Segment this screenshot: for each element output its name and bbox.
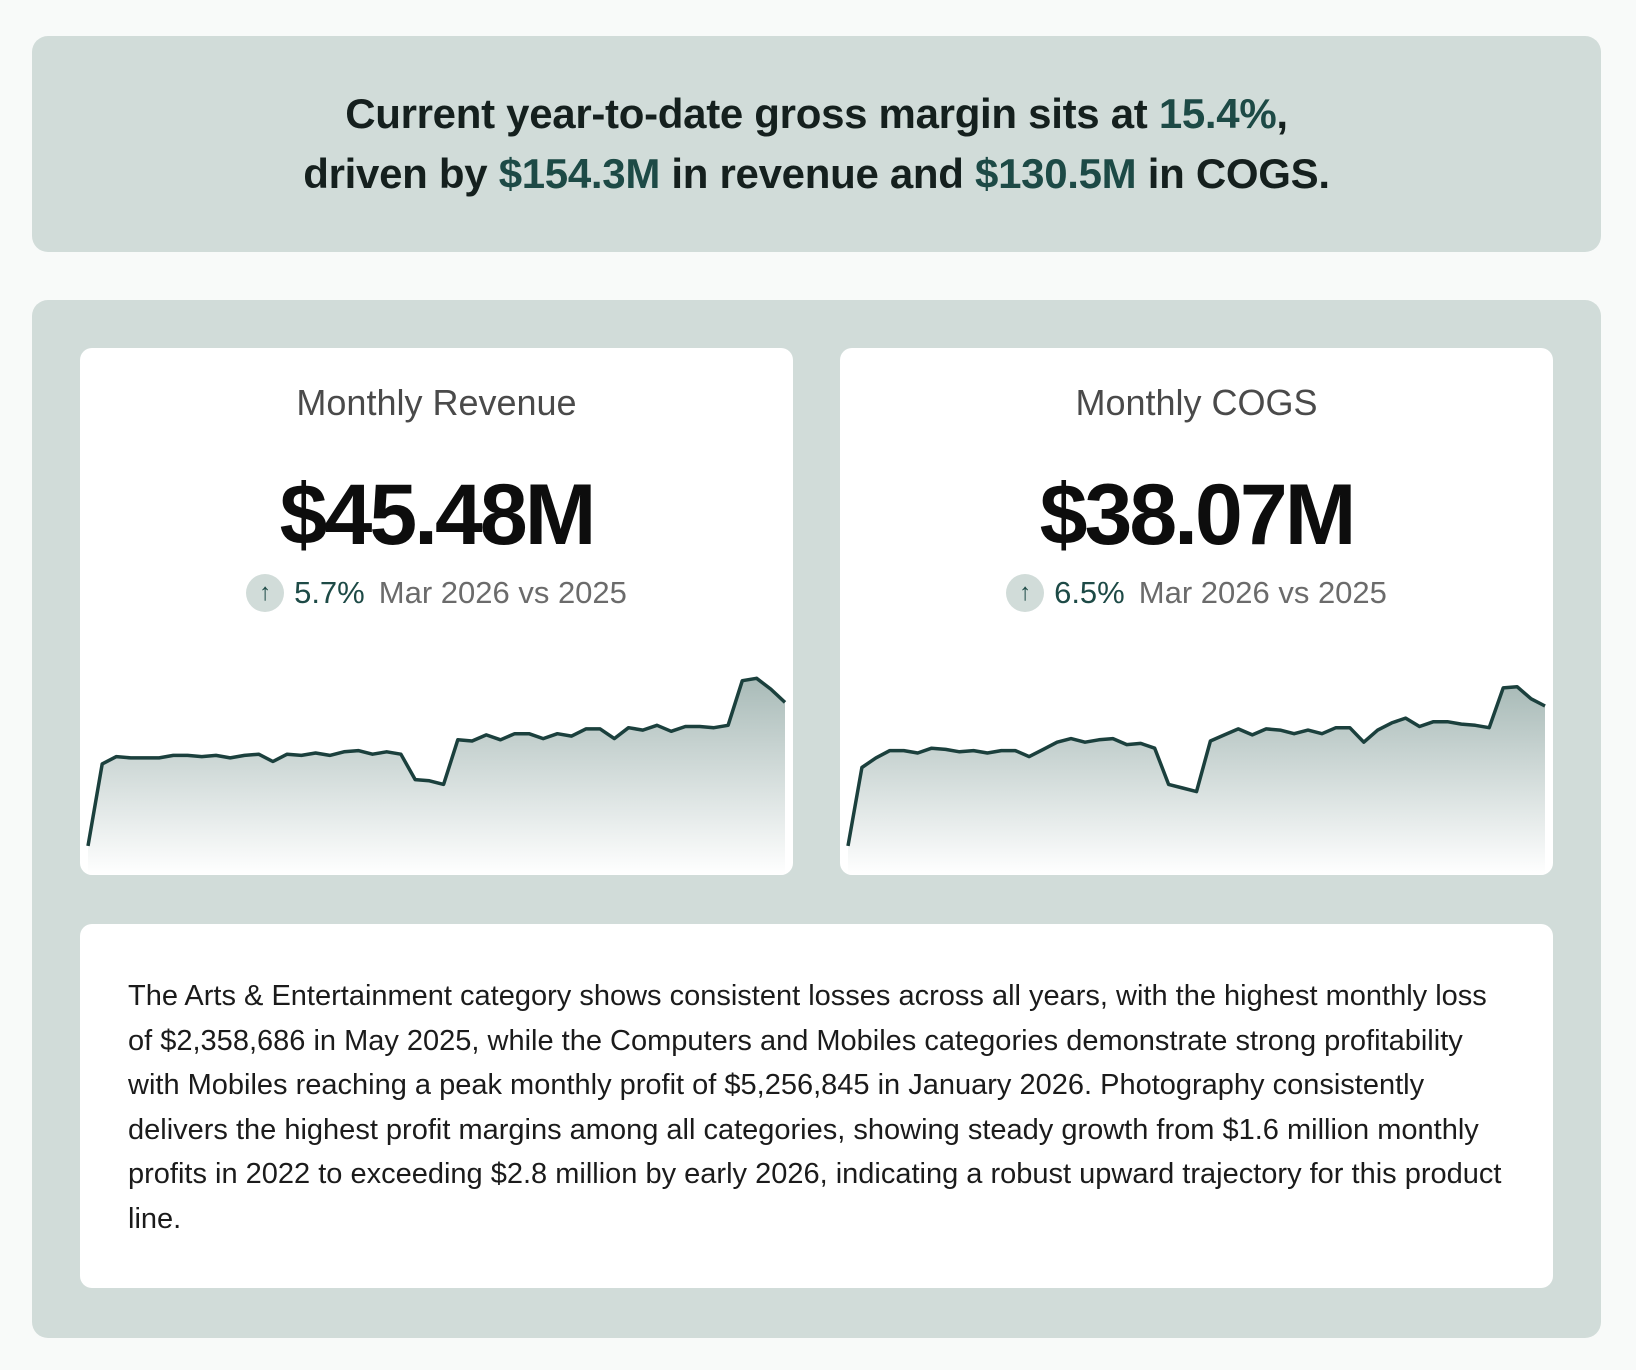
cogs-card: Monthly COGS $38.07M ↑ 6.5% Mar 2026 vs … [840, 348, 1553, 875]
main-panel: Monthly Revenue $45.48M ↑ 5.7% Mar 2026 … [32, 300, 1601, 1338]
insight-narrative-card: The Arts & Entertainment category shows … [80, 924, 1553, 1288]
cogs-card-title: Monthly COGS [1075, 382, 1318, 423]
cogs-delta-row: ↑ 6.5% Mar 2026 vs 2025 [840, 574, 1553, 612]
insight-narrative-text: The Arts & Entertainment category shows … [128, 980, 1502, 1235]
revenue-card-title: Monthly Revenue [296, 382, 577, 423]
headline-text-part: , [1276, 90, 1288, 137]
revenue-delta-percent: 5.7% [294, 575, 365, 610]
cogs-delta-period: Mar 2026 vs 2025 [1138, 575, 1387, 610]
revenue-delta-period: Mar 2026 vs 2025 [378, 575, 627, 610]
revenue-sparkline-area [88, 678, 785, 875]
headline-text-part: in revenue and [660, 150, 976, 197]
headline-text: Current year-to-date gross margin sits a… [303, 84, 1330, 204]
headline-text-part: driven by [303, 150, 499, 197]
revenue-delta-row: ↑ 5.7% Mar 2026 vs 2025 [80, 574, 793, 612]
gross-margin-value: 15.4% [1158, 90, 1277, 137]
ytd-revenue-value: $154.3M [498, 150, 661, 197]
cogs-card-value: $38.07M [1039, 467, 1357, 563]
revenue-card-value: $45.48M [279, 467, 597, 563]
revenue-card: Monthly Revenue $45.48M ↑ 5.7% Mar 2026 … [80, 348, 793, 875]
cogs-sparkline [846, 684, 1546, 875]
cogs-delta-percent: 6.5% [1054, 575, 1125, 610]
cogs-sparkline-area [848, 686, 1545, 875]
arrow-up-icon: ↑ [1006, 574, 1045, 612]
headline-text-part: in COGS. [1136, 150, 1330, 197]
arrow-up-icon: ↑ [246, 574, 285, 612]
cogs-sparkline-line [846, 684, 1546, 847]
revenue-sparkline [86, 676, 787, 875]
headline-text-part: Current year-to-date gross margin sits a… [345, 90, 1159, 137]
revenue-sparkline-line [86, 676, 787, 847]
ytd-cogs-value: $130.5M [975, 150, 1137, 197]
headline-panel: Current year-to-date gross margin sits a… [32, 36, 1601, 252]
